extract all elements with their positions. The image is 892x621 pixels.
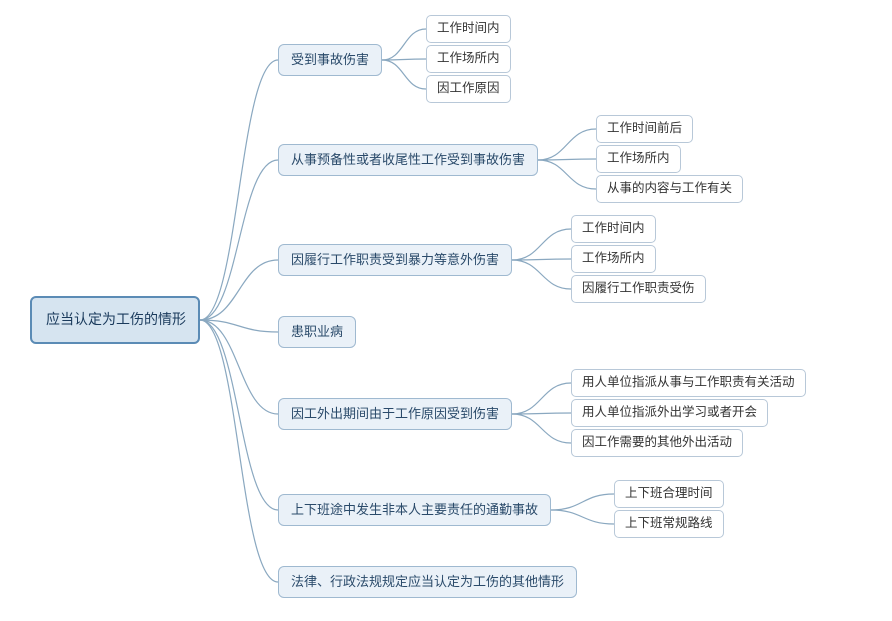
root-node: 应当认定为工伤的情形 (30, 296, 200, 344)
branch-commute: 上下班途中发生非本人主要责任的通勤事故 (278, 494, 551, 526)
leaf: 工作时间前后 (596, 115, 693, 143)
leaf: 工作时间内 (571, 215, 656, 243)
branch-prep-work: 从事预备性或者收尾性工作受到事故伤害 (278, 144, 538, 176)
leaf: 工作时间内 (426, 15, 511, 43)
branch-violence: 因履行工作职责受到暴力等意外伤害 (278, 244, 512, 276)
leaf: 从事的内容与工作有关 (596, 175, 743, 203)
leaf: 工作场所内 (596, 145, 681, 173)
leaf: 因工作原因 (426, 75, 511, 103)
leaf: 上下班常规路线 (614, 510, 724, 538)
leaf: 工作场所内 (426, 45, 511, 73)
leaf: 用人单位指派从事与工作职责有关活动 (571, 369, 806, 397)
branch-other-law: 法律、行政法规规定应当认定为工伤的其他情形 (278, 566, 577, 598)
leaf: 工作场所内 (571, 245, 656, 273)
leaf: 上下班合理时间 (614, 480, 724, 508)
branch-occupational: 患职业病 (278, 316, 356, 348)
branch-business-trip: 因工外出期间由于工作原因受到伤害 (278, 398, 512, 430)
branch-accident: 受到事故伤害 (278, 44, 382, 76)
leaf: 用人单位指派外出学习或者开会 (571, 399, 768, 427)
leaf: 因履行工作职责受伤 (571, 275, 706, 303)
leaf: 因工作需要的其他外出活动 (571, 429, 743, 457)
